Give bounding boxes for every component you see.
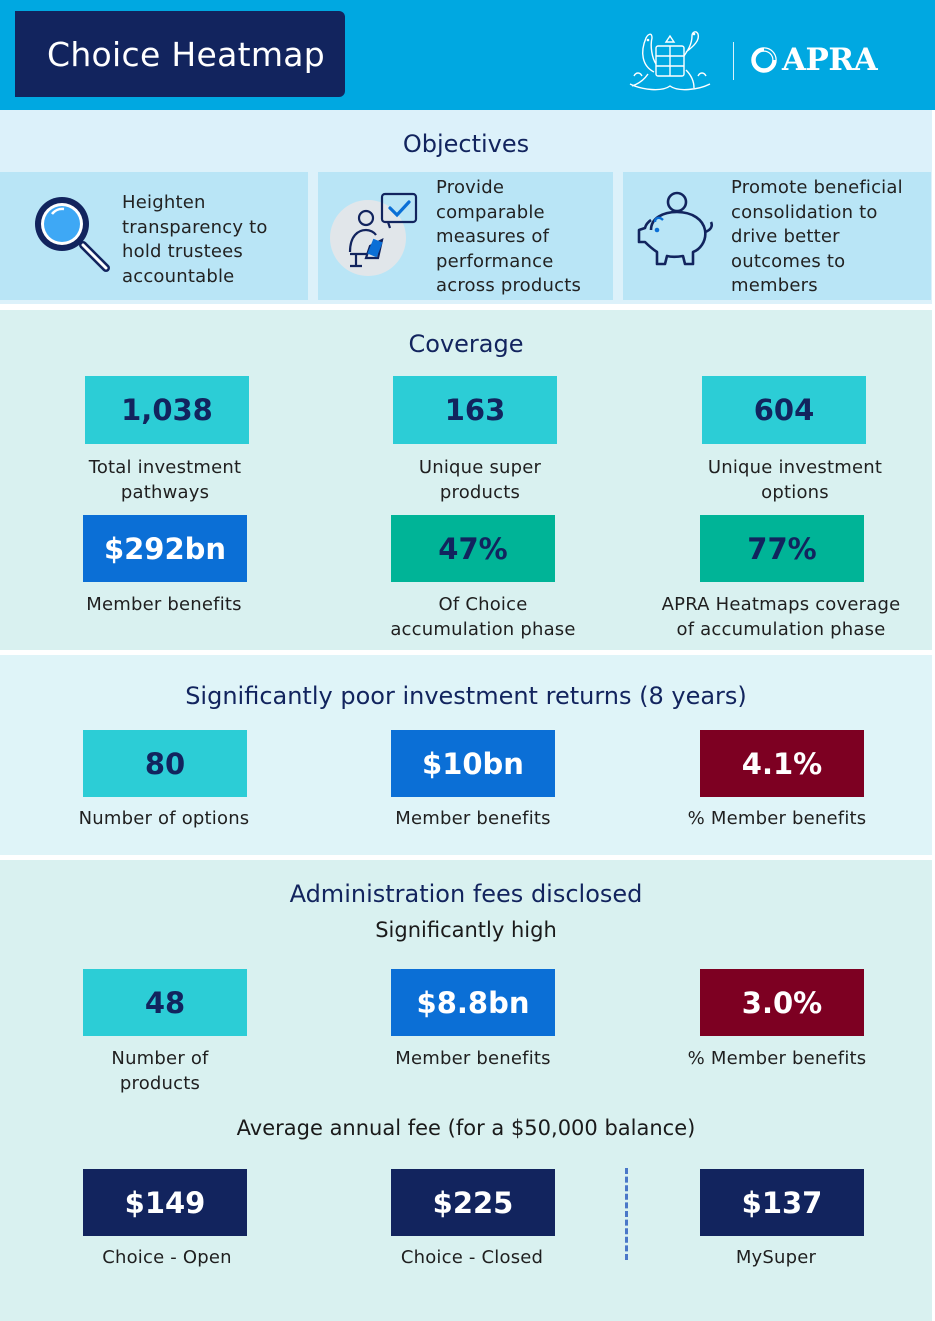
stat-label-line: Member benefits	[86, 594, 242, 615]
objective-line: consolidation to	[731, 201, 878, 223]
objective-text: Promote beneficial consolidation to driv…	[731, 176, 903, 299]
stat-poor-options: 80	[83, 730, 247, 797]
coverage-title: Coverage	[408, 330, 524, 358]
returns-title: Significantly poor investment returns (8…	[185, 682, 747, 710]
stat-label-line: Of Choice	[438, 594, 528, 615]
stat-label-line: Unique super	[418, 457, 542, 478]
stat-high-fee-products: 48	[83, 969, 247, 1036]
stat-label-line: Member benefits	[395, 1048, 551, 1069]
stat-label-line: Number of options	[78, 808, 250, 829]
coat-of-arms-icon	[629, 31, 711, 91]
avg-fee-title: Average annual fee (for a $50,000 balanc…	[236, 1116, 696, 1140]
stat-label-line: Choice - Closed	[400, 1247, 544, 1268]
objective-line: performance	[436, 250, 554, 272]
stat-label: Member benefits	[348, 1046, 598, 1071]
magnifier-icon	[35, 197, 110, 272]
stat-label-line: of accumulation phase	[676, 619, 886, 640]
stat-unique-options: 604	[702, 376, 866, 444]
header: Choice Heatmap APRA	[0, 0, 935, 110]
stat-label: Unique super products	[355, 455, 605, 505]
apra-mark-icon	[751, 47, 777, 73]
objective-card-comparable: Provide comparable measures of performan…	[318, 172, 613, 300]
stat-label: Choice - Open	[42, 1245, 292, 1270]
stat-label: Unique investment options	[670, 455, 920, 505]
person-checklist-icon	[330, 192, 418, 276]
fees-subtitle: Significantly high	[375, 918, 557, 942]
stat-label: APRA Heatmaps coverage of accumulation p…	[646, 592, 916, 642]
stat-poor-percent-benefits: 4.1%	[700, 730, 864, 797]
apra-logo: APRA	[750, 42, 878, 78]
page-title-box: Choice Heatmap	[15, 11, 345, 97]
coverage-section: Coverage	[0, 310, 932, 650]
comparison-divider	[625, 1168, 628, 1260]
stat-label-line: pathways	[120, 482, 210, 503]
objective-text: Provide comparable measures of performan…	[436, 176, 581, 299]
stat-high-fee-percent-benefits: 3.0%	[700, 969, 864, 1036]
page-title: Choice Heatmap	[47, 34, 326, 74]
stat-choice-accumulation: 47%	[391, 515, 555, 582]
piggy-bank-icon	[637, 191, 714, 266]
stat-high-fee-member-benefits: $8.8bn	[391, 969, 555, 1036]
objective-line: Heighten	[122, 192, 206, 213]
stat-label: Member benefits	[348, 806, 598, 831]
fees-section: Administration fees disclosed Significan…	[0, 860, 932, 1321]
objectives-title: Objectives	[402, 130, 530, 158]
stat-label-line: Unique investment	[707, 457, 883, 478]
stat-label: Number of options	[39, 806, 289, 831]
stat-label: % Member benefits	[652, 806, 902, 831]
objective-line: across products	[436, 275, 582, 296]
objective-line: accountable	[122, 265, 235, 287]
stat-label: Number of products	[35, 1046, 285, 1096]
objective-line: transparency to	[122, 216, 268, 238]
objective-line: measures of	[436, 226, 550, 247]
stat-label-line: products	[119, 1073, 201, 1094]
stat-unique-products: 163	[393, 376, 557, 444]
stat-choice-open-fee: $149	[83, 1169, 247, 1236]
stat-label: Choice - Closed	[347, 1245, 597, 1270]
objective-line: outcomes to	[731, 250, 846, 272]
stat-label-line: Number of	[111, 1048, 209, 1069]
fees-title: Administration fees disclosed	[289, 880, 643, 908]
objective-text: Heighten transparency to hold trustees a…	[122, 191, 268, 289]
stat-label-line: Choice - Open	[102, 1247, 232, 1268]
objective-line: Provide	[436, 177, 505, 198]
stat-label-line: Member benefits	[395, 808, 551, 829]
stat-label-line: % Member benefits	[687, 808, 867, 829]
stat-label-line: APRA Heatmaps coverage	[661, 594, 901, 615]
stat-member-benefits: $292bn	[83, 515, 247, 582]
apra-logo-text: APRA	[782, 42, 878, 78]
stat-label-line: options	[761, 482, 829, 503]
objective-line: comparable	[436, 201, 545, 223]
stat-label: Of Choice accumulation phase	[358, 592, 608, 642]
objective-line: hold trustees	[122, 241, 243, 262]
stat-label: MySuper	[651, 1245, 901, 1270]
objective-line: members	[731, 275, 818, 296]
logo-divider	[733, 42, 734, 80]
objective-line: drive better	[731, 226, 840, 247]
objective-card-transparency: Heighten transparency to hold trustees a…	[0, 172, 308, 300]
stat-label: % Member benefits	[652, 1046, 902, 1071]
objectives-section: Objectives Heighten transparency to hold…	[0, 110, 932, 304]
objective-card-consolidation: Promote beneficial consolidation to driv…	[623, 172, 931, 300]
stat-label-line: products	[439, 482, 521, 503]
objective-line: Promote beneficial	[731, 177, 903, 198]
stat-label-line: % Member benefits	[687, 1048, 867, 1069]
stat-heatmaps-coverage: 77%	[700, 515, 864, 582]
stat-total-pathways: 1,038	[85, 376, 249, 444]
stat-label: Member benefits	[39, 592, 289, 617]
stat-choice-closed-fee: $225	[391, 1169, 555, 1236]
stat-mysuper-fee: $137	[700, 1169, 864, 1236]
stat-label: Total investment pathways	[40, 455, 290, 505]
stat-label-line: MySuper	[735, 1247, 817, 1268]
stat-label-line: Total investment	[88, 457, 242, 478]
stat-label-line: accumulation phase	[390, 619, 576, 640]
stat-poor-member-benefits: $10bn	[391, 730, 555, 797]
